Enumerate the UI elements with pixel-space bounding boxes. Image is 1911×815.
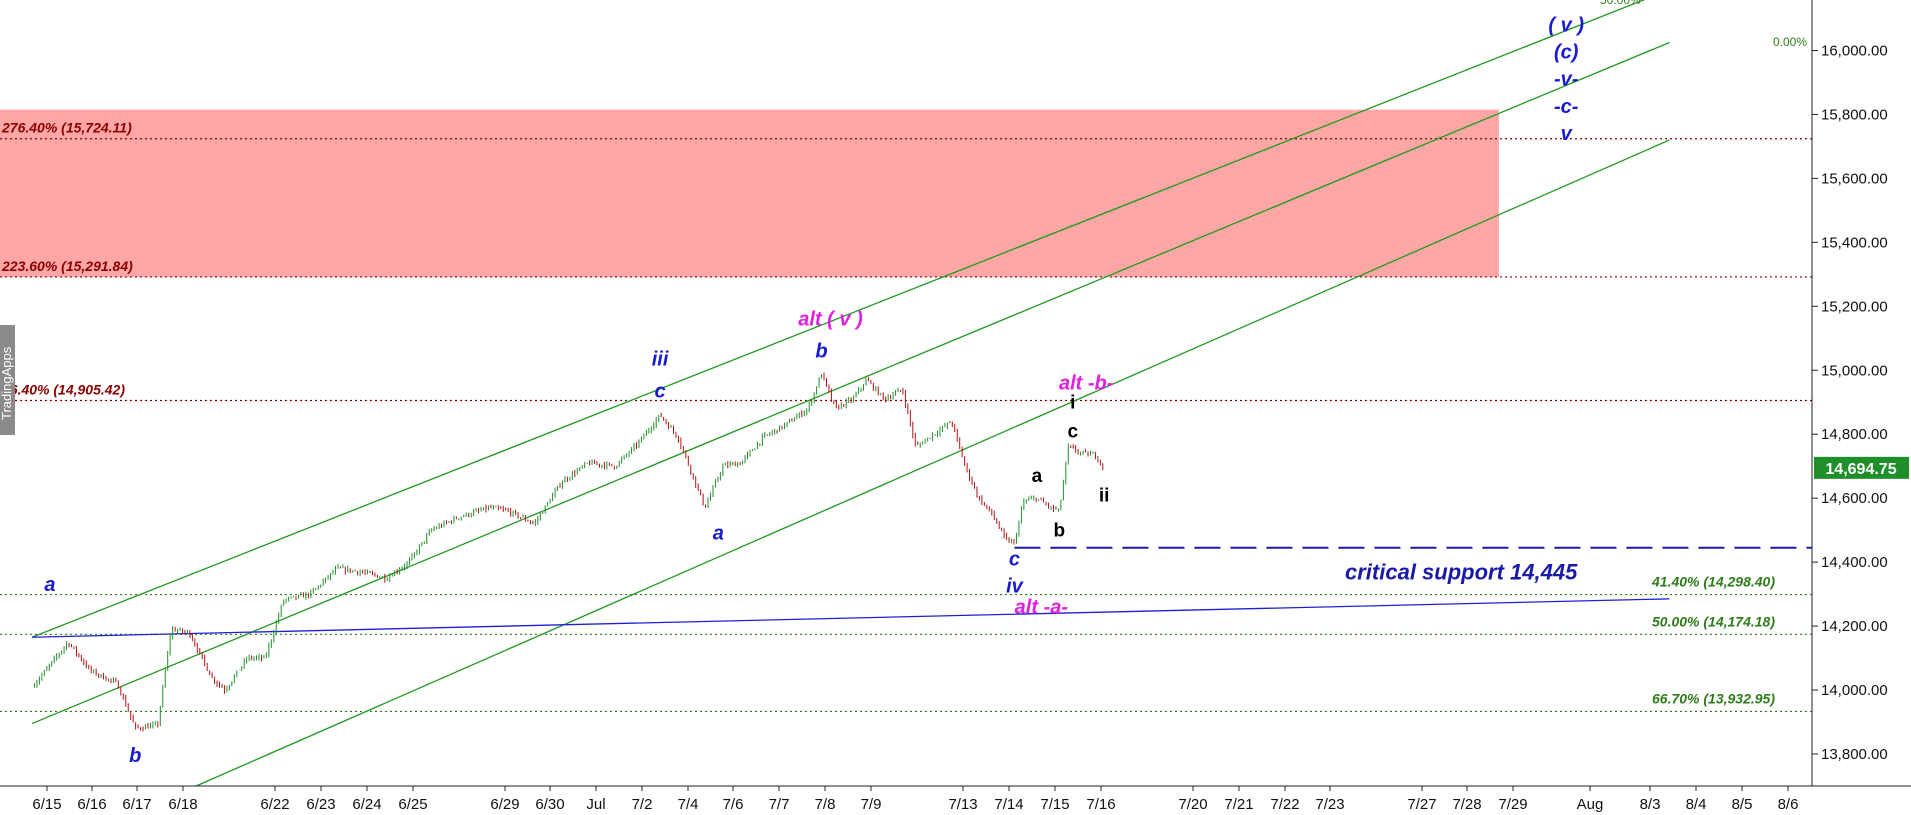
wave-label-3: c xyxy=(654,380,665,402)
critical-support-label: critical support 14,445 xyxy=(1345,560,1578,585)
trend-line xyxy=(31,598,1670,638)
last-price-badge-rect xyxy=(1814,456,1909,479)
x-tick-label-5: 6/23 xyxy=(306,796,335,813)
x-tick-label-8: 6/29 xyxy=(490,796,519,813)
channel-line-2 xyxy=(188,139,1670,790)
y-axis-panel xyxy=(1812,0,1911,815)
wave-label-1: b xyxy=(129,745,141,767)
x-tick-label-14: 7/7 xyxy=(769,796,790,813)
wave-label-0: a xyxy=(44,574,55,596)
wave-label-16: ( v ) xyxy=(1548,14,1584,36)
fib-label-5: 66.70% (13,932.95) xyxy=(1652,690,1775,706)
x-tick-label-19: 7/15 xyxy=(1040,796,1069,813)
y-tick-label-8: 15,400.00 xyxy=(1821,234,1888,251)
percent-label-1: 50.00% xyxy=(1600,0,1641,7)
y-tick-label-5: 14,800.00 xyxy=(1821,426,1888,443)
wave-label-5: alt ( v ) xyxy=(798,308,863,330)
wave-label-7: c xyxy=(1009,548,1020,570)
x-tick-label-7: 6/25 xyxy=(398,796,427,813)
x-tick-label-16: 7/9 xyxy=(861,796,882,813)
x-tick-label-0: 6/15 xyxy=(32,796,61,813)
x-tick-label-12: 7/4 xyxy=(678,796,699,813)
wave-label-4: a xyxy=(713,523,724,545)
x-tick-label-11: 7/2 xyxy=(632,796,653,813)
x-tick-label-10: Jul xyxy=(586,796,605,813)
x-tick-label-1: 6/16 xyxy=(77,796,106,813)
wave-label-8: iv xyxy=(1006,575,1025,597)
percent-label-0: 0.00% xyxy=(1773,35,1807,49)
y-tick-label-6: 15,000.00 xyxy=(1821,362,1888,379)
y-tick-label-3: 14,400.00 xyxy=(1821,554,1888,571)
wave-label-2: iii xyxy=(652,348,669,370)
x-tick-label-28: Aug xyxy=(1577,796,1604,813)
x-tick-label-29: 8/3 xyxy=(1640,796,1661,813)
x-tick-label-31: 8/5 xyxy=(1732,796,1753,813)
x-tick-label-30: 8/4 xyxy=(1686,796,1707,813)
x-tick-label-6: 6/24 xyxy=(352,796,381,813)
x-tick-label-25: 7/27 xyxy=(1407,796,1436,813)
channel-lines: 0.00% 50.00% xyxy=(31,0,1807,790)
wave-label-19: -c- xyxy=(1554,96,1579,118)
wave-label-13: i xyxy=(1070,393,1075,414)
x-axis: 6/15 6/16 6/17 6/18 6/22 6/23 6/24 6/25 6/29 6/30… xyxy=(32,786,1798,813)
wave-label-15: ii xyxy=(1099,485,1110,506)
x-tick-label-18: 7/14 xyxy=(994,796,1023,813)
fib-label-2: 76.40% (14,905.42) xyxy=(2,381,125,397)
fib-label-4: 50.00% (14,174.18) xyxy=(1652,613,1775,629)
fib-label-0: 276.40% (15,724.11) xyxy=(1,120,132,136)
x-axis-panel xyxy=(0,786,1911,815)
wave-label-18: -v- xyxy=(1554,69,1579,91)
y-tick-label-2: 14,200.00 xyxy=(1821,618,1888,635)
x-tick-label-17: 7/13 xyxy=(948,796,977,813)
x-tick-label-4: 6/22 xyxy=(260,796,289,813)
fib-label-1: 223.60% (15,291.84) xyxy=(1,258,133,274)
target-zone-layer xyxy=(0,109,1499,277)
wave-label-14: alt -b- xyxy=(1059,372,1114,394)
x-tick-label-26: 7/28 xyxy=(1452,796,1481,813)
x-tick-label-2: 6/17 xyxy=(122,796,151,813)
price-series xyxy=(33,372,1104,732)
wave-label-11: b xyxy=(1053,521,1065,542)
watermark-tab xyxy=(0,325,15,435)
y-axis: 13,800.00 14,000.00 14,200.00 14,400.00 14,6… xyxy=(1812,43,1888,763)
x-tick-label-3: 6/18 xyxy=(168,796,197,813)
watermark-text: TradingApps xyxy=(0,346,14,420)
x-tick-label-27: 7/29 xyxy=(1498,796,1527,813)
x-tick-label-32: 8/6 xyxy=(1778,796,1799,813)
wave-label-20: v xyxy=(1561,123,1574,145)
x-tick-label-22: 7/21 xyxy=(1224,796,1253,813)
x-tick-label-24: 7/23 xyxy=(1315,796,1344,813)
last-price-badge-label: 14,694.75 xyxy=(1825,461,1896,478)
target-zone-rect xyxy=(0,109,1499,277)
x-tick-label-20: 7/16 xyxy=(1086,796,1115,813)
y-tick-label-11: 16,000.00 xyxy=(1821,43,1888,60)
x-tick-label-21: 7/20 xyxy=(1178,796,1207,813)
y-tick-label-1: 14,000.00 xyxy=(1821,682,1888,699)
y-tick-label-4: 14,600.00 xyxy=(1821,490,1888,507)
fib-level-lines: 276.40% (15,724.11) 223.60% (15,291.84) 76… xyxy=(0,120,1812,713)
fib-label-3: 41.40% (14,298.40) xyxy=(1651,574,1775,590)
x-tick-label-23: 7/22 xyxy=(1270,796,1299,813)
channel-line-0 xyxy=(31,0,1646,638)
wave-label-9: alt -a- xyxy=(1015,596,1069,618)
wave-label-17: (c) xyxy=(1554,41,1579,63)
y-tick-label-9: 15,600.00 xyxy=(1821,170,1888,187)
wave-label-10: a xyxy=(1032,466,1043,487)
wave-label-12: c xyxy=(1067,421,1078,442)
x-tick-label-13: 7/6 xyxy=(723,796,744,813)
last-price-badge: 14,694.75 xyxy=(1814,456,1909,479)
y-tick-label-10: 15,800.00 xyxy=(1821,106,1888,123)
watermark: TradingApps xyxy=(0,325,15,435)
x-tick-label-15: 7/8 xyxy=(815,796,836,813)
x-tick-label-9: 6/30 xyxy=(535,796,564,813)
wave-label-6: b xyxy=(815,340,827,362)
channel-line-1 xyxy=(31,41,1670,725)
y-tick-label-0: 13,800.00 xyxy=(1821,746,1888,763)
y-tick-label-7: 15,200.00 xyxy=(1821,298,1888,315)
